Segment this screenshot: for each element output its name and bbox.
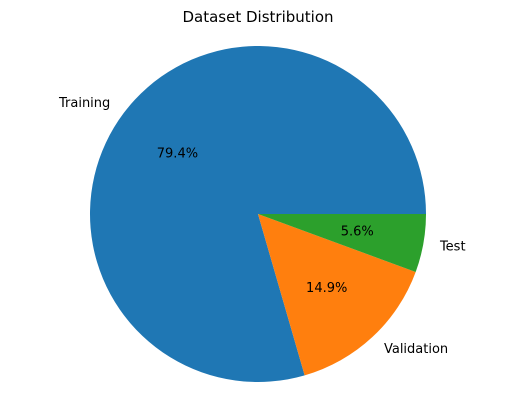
slice-label-training: Training (58, 96, 110, 111)
slice-pct-test: 5.6% (341, 225, 374, 240)
pie-labels: Training 79.4% Validation 14.9% Test 5.6% (58, 96, 466, 357)
pie-slices (90, 46, 427, 382)
pie-slice-training (90, 46, 427, 382)
pie-slice-test (258, 214, 427, 272)
slice-label-test: Test (439, 239, 466, 254)
pie-slice-validation (258, 214, 416, 376)
slice-label-validation: Validation (384, 342, 448, 357)
chart-title: Dataset Distribution (182, 8, 333, 26)
slice-pct-training: 79.4% (157, 146, 198, 161)
slice-pct-validation: 14.9% (306, 281, 347, 296)
